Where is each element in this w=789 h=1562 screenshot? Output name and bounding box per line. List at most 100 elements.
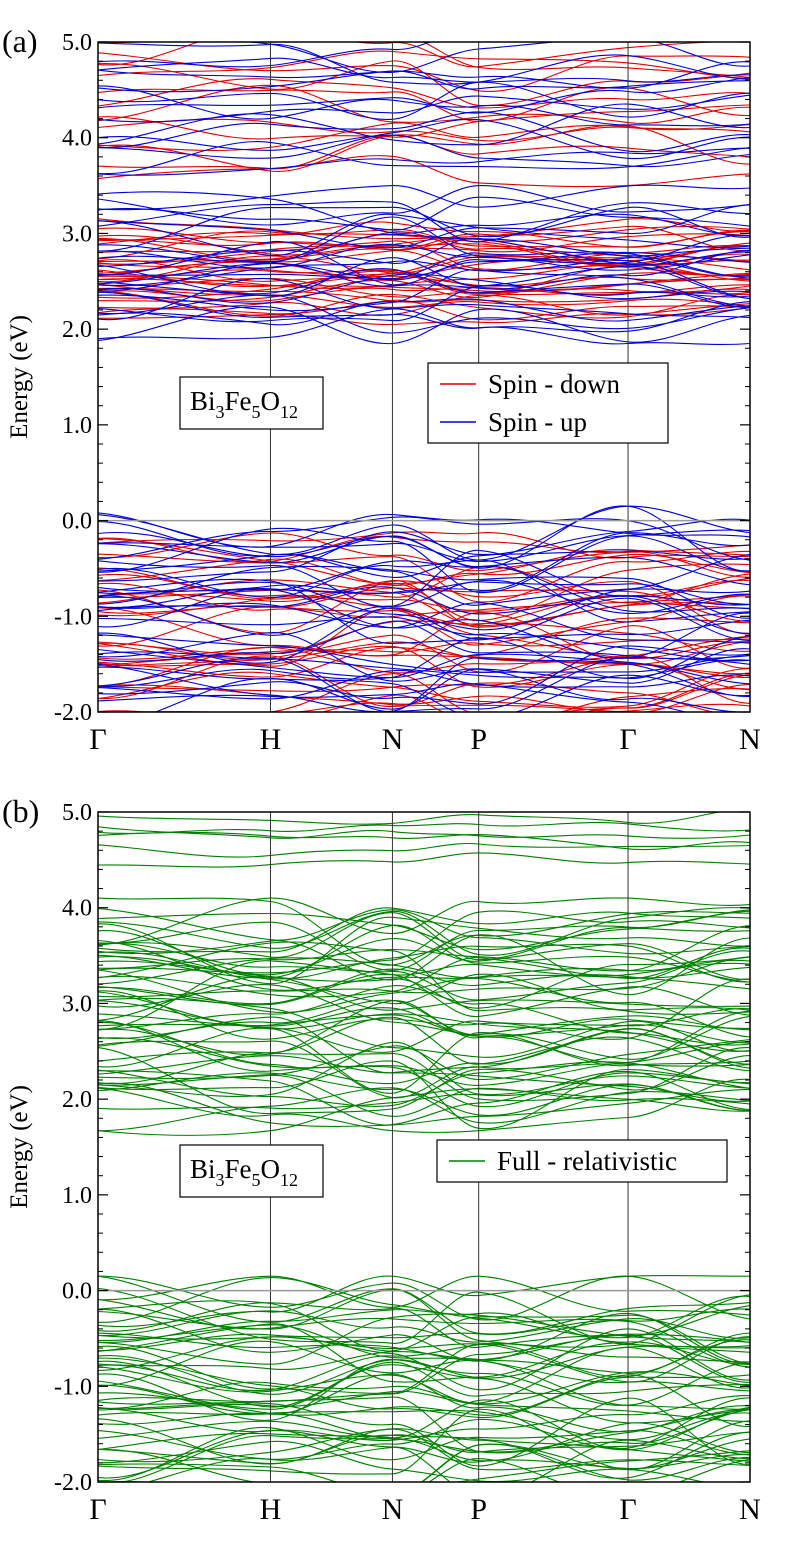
band-line: [98, 299, 750, 321]
band-line: [98, 233, 750, 256]
band-line: [98, 616, 750, 662]
y-tick-label: -2.0: [54, 1470, 92, 1496]
band-line: [98, 1016, 750, 1074]
legend-box: [427, 362, 669, 444]
band-line: [98, 607, 750, 657]
band-line: [98, 294, 750, 334]
band-line: [98, 999, 750, 1060]
kpoint-label: H: [260, 1493, 282, 1526]
band-line: [98, 1082, 750, 1127]
band-line: [98, 638, 750, 667]
band-line: [98, 1289, 750, 1348]
band-line: [98, 1047, 750, 1115]
band-line: [98, 1418, 750, 1465]
band-line: [98, 70, 750, 93]
band-line: [98, 645, 750, 705]
band-line: [98, 1339, 750, 1392]
panel-label: (a): [2, 23, 38, 59]
band-line: [428, 1458, 750, 1482]
y-tick-label: 2.0: [62, 317, 92, 343]
band-line: [98, 1373, 750, 1433]
band-line: [98, 822, 750, 834]
band-line: [98, 258, 750, 300]
band-line: [98, 1047, 750, 1102]
band-line: [98, 1007, 750, 1036]
band-line: [98, 1428, 750, 1471]
y-axis-title: Energy (eV): [6, 315, 33, 439]
band-line: [98, 668, 750, 708]
band-line: [98, 155, 750, 188]
band-line: [111, 695, 750, 712]
band-line: [98, 587, 750, 647]
band-line: [98, 218, 750, 240]
band-line: [98, 637, 750, 688]
band-line: [98, 285, 750, 323]
band-line: [98, 298, 750, 326]
series-spin-up: [98, 42, 750, 712]
band-line: [98, 283, 750, 308]
y-axis-title: Energy (eV): [6, 1085, 33, 1209]
band-line: [98, 1275, 750, 1335]
band-line: [98, 237, 750, 268]
band-line: [98, 1020, 750, 1086]
band-line: [98, 61, 750, 89]
kpoint-label: Γ: [619, 1493, 636, 1526]
band-line: [98, 842, 750, 858]
band-line: [98, 1088, 750, 1136]
panel-b: -2.0 -1.0 0.0 1.0 2.0 3.0 4.0 5.0 Γ H N P Γ N (b) Energ…: [2, 793, 761, 1526]
band-line: [98, 1309, 750, 1365]
panel-a: -2.0 -1.0 0.0 1.0 2.0 3.0 4.0 5.0 Γ H N P Γ N (a) Energ…: [2, 23, 761, 756]
band-line: [98, 683, 688, 712]
band-line: [98, 518, 750, 578]
y-tick-label: -1.0: [54, 1374, 92, 1400]
band-line: [98, 264, 750, 308]
band-line: [98, 1027, 750, 1094]
kpoint-label: P: [470, 723, 487, 756]
band-line: [98, 531, 750, 559]
plot-frame: [97, 811, 751, 1483]
band-line: [98, 831, 750, 851]
band-line: [98, 42, 750, 85]
legend-entry: Spin - up: [488, 407, 587, 437]
legend-entry: Full - relativistic: [497, 1146, 677, 1176]
band-line: [98, 910, 750, 951]
band-line: [98, 104, 750, 140]
band-line: [98, 1041, 750, 1098]
band-line: [98, 579, 750, 618]
band-line: [98, 221, 750, 248]
band-line: [98, 957, 750, 985]
band-line: [98, 204, 750, 249]
y-tick-label: 3.0: [62, 221, 92, 247]
band-line: [98, 42, 723, 68]
band-line: [98, 1408, 750, 1475]
band-line: [98, 1287, 750, 1349]
formula-label: Bi3Fe5O12: [190, 1154, 298, 1190]
band-line: [98, 812, 722, 825]
band-line: [98, 1310, 750, 1343]
band-line: [98, 76, 750, 114]
kpoint-label: H: [260, 723, 282, 756]
band-line: [98, 909, 750, 971]
band-line: [98, 578, 750, 645]
band-line: [98, 657, 750, 712]
formula-label: Bi3Fe5O12: [190, 386, 298, 422]
band-line: [98, 655, 750, 712]
band-line: [98, 669, 750, 700]
band-line: [98, 134, 750, 168]
kpoint-label: N: [382, 723, 404, 756]
band-line: [98, 635, 750, 692]
band-line: [98, 233, 750, 277]
band-line: [98, 943, 750, 983]
band-line: [98, 1037, 750, 1108]
band-line: [98, 648, 750, 685]
bands-area: [98, 42, 750, 712]
band-line: [98, 122, 750, 151]
band-line: [98, 1328, 750, 1391]
band-line: [98, 916, 750, 985]
band-line: [98, 565, 750, 619]
band-line: [98, 257, 750, 299]
kpoint-label: P: [470, 1493, 487, 1526]
y-tick-label: 1.0: [62, 1183, 92, 1209]
bands-area: [98, 812, 750, 1482]
band-line: [98, 1277, 750, 1339]
